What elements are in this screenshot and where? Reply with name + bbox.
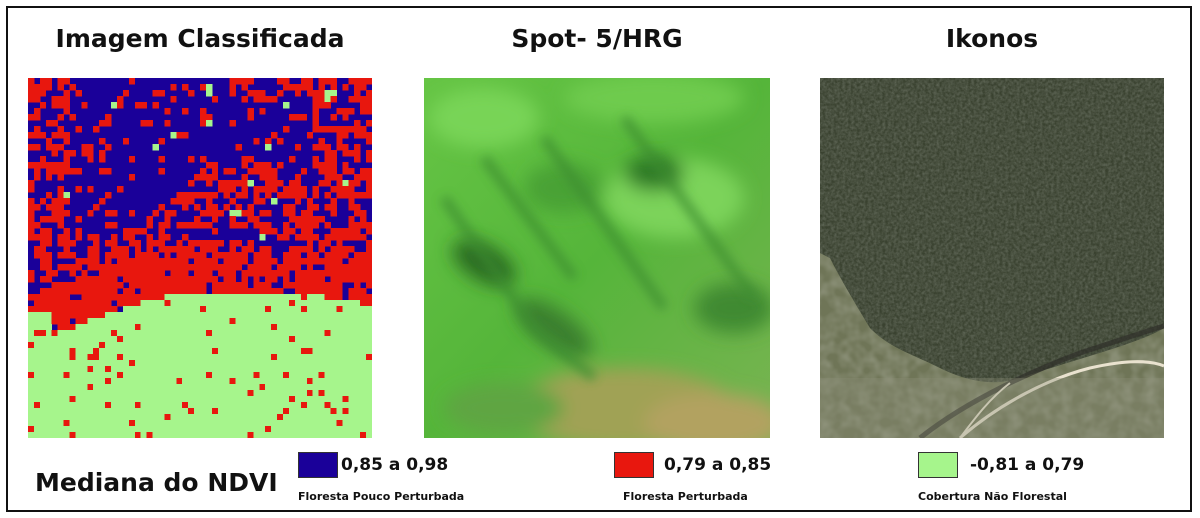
ikonos-image-render: [820, 78, 1164, 438]
legend-swatch-pouco-perturbada: [298, 452, 338, 478]
spot-image-render: [424, 78, 770, 438]
legend-range-nao-florestal: -0,81 a 0,79: [970, 455, 1085, 475]
legend-swatch-nao-florestal: [918, 452, 958, 478]
legend-label-nao-florestal: Cobertura Não Florestal: [918, 490, 1067, 503]
legend-label-perturbada: Floresta Perturbada: [623, 490, 748, 503]
classified-raster: [28, 78, 372, 438]
classified-image: [28, 78, 372, 438]
panel-title-ikonos: Ikonos: [945, 24, 1039, 53]
legend-title: Mediana do NDVI: [35, 468, 278, 497]
legend-range-perturbada: 0,79 a 0,85: [664, 455, 772, 475]
panel-title-spot: Spot- 5/HRG: [511, 24, 683, 53]
spot-satellite-image: [424, 78, 770, 438]
legend-range-pouco-perturbada: 0,85 a 0,98: [341, 455, 449, 475]
panel-title-classified: Imagem Classificada: [55, 24, 345, 53]
legend-label-pouco-perturbada: Floresta Pouco Perturbada: [298, 490, 465, 503]
ikonos-satellite-image: [820, 78, 1164, 438]
legend-swatch-perturbada: [614, 452, 654, 478]
